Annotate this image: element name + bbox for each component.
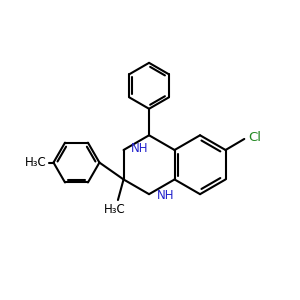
Text: H₃C: H₃C: [25, 156, 47, 169]
Text: NH: NH: [156, 189, 174, 202]
Text: NH: NH: [131, 142, 148, 155]
Text: Cl: Cl: [249, 131, 262, 144]
Text: H₃C: H₃C: [104, 203, 126, 216]
